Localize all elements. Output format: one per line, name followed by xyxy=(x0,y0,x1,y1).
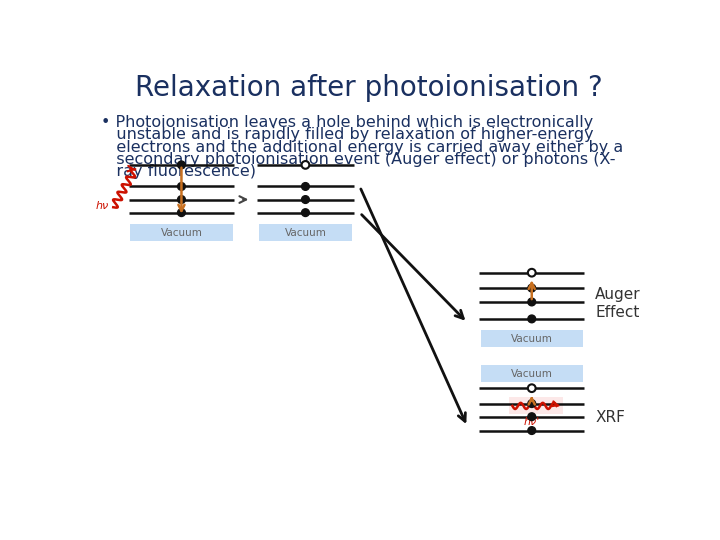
Circle shape xyxy=(178,195,185,204)
Bar xyxy=(508,397,563,414)
Text: unstable and is rapidly filled by relaxation of higher-energy: unstable and is rapidly filled by relaxa… xyxy=(101,127,593,143)
Circle shape xyxy=(528,400,536,408)
Circle shape xyxy=(528,315,536,323)
Text: hν': hν' xyxy=(523,417,540,427)
Text: Vacuum: Vacuum xyxy=(284,228,326,238)
Text: Vacuum: Vacuum xyxy=(161,228,202,238)
Circle shape xyxy=(178,183,185,190)
Circle shape xyxy=(528,284,536,292)
Text: ray fluorescence): ray fluorescence) xyxy=(101,164,256,179)
Text: Relaxation after photoionisation ?: Relaxation after photoionisation ? xyxy=(135,74,603,102)
Circle shape xyxy=(528,298,536,306)
Circle shape xyxy=(528,269,536,276)
Text: hν: hν xyxy=(96,201,109,211)
Text: electrons and the additional energy is carried away either by a: electrons and the additional energy is c… xyxy=(101,140,623,154)
Circle shape xyxy=(178,161,185,169)
Text: Vacuum: Vacuum xyxy=(510,334,553,344)
Text: XRF: XRF xyxy=(595,409,625,424)
Bar xyxy=(481,330,583,347)
Circle shape xyxy=(178,209,185,217)
Circle shape xyxy=(302,195,310,204)
Bar xyxy=(259,224,352,241)
Circle shape xyxy=(528,413,536,421)
Circle shape xyxy=(528,384,536,392)
Text: Auger
Effect: Auger Effect xyxy=(595,287,641,320)
Circle shape xyxy=(302,161,310,169)
Text: • Photoionisation leaves a hole behind which is electronically: • Photoionisation leaves a hole behind w… xyxy=(101,115,593,130)
Circle shape xyxy=(302,183,310,190)
Circle shape xyxy=(528,427,536,434)
Bar xyxy=(130,224,233,241)
Circle shape xyxy=(302,209,310,217)
Text: Vacuum: Vacuum xyxy=(510,369,553,379)
Text: secondary photoionisation event (Auger effect) or photons (X-: secondary photoionisation event (Auger e… xyxy=(101,152,616,167)
Bar xyxy=(481,365,583,382)
